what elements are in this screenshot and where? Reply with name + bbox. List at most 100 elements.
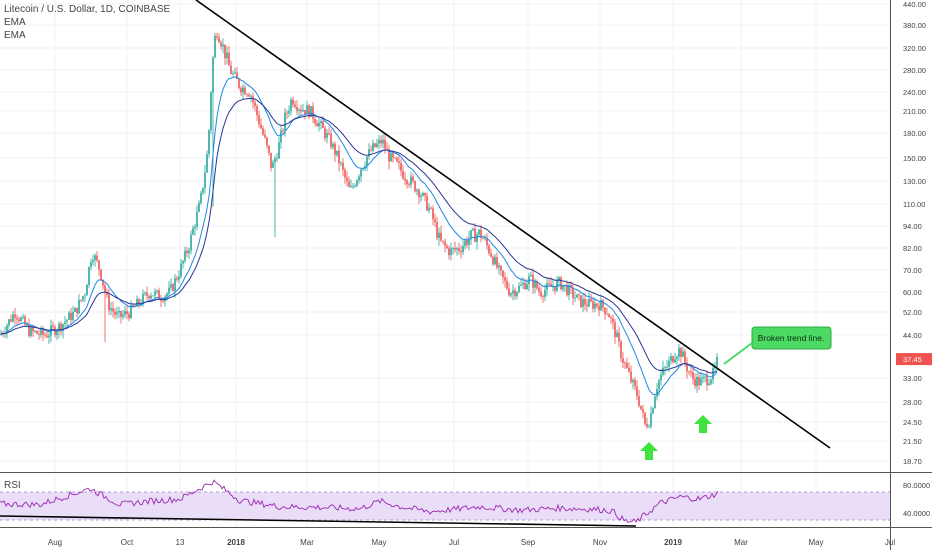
- candle-body: [312, 106, 314, 119]
- y-tick-label: 150.00: [903, 154, 926, 163]
- candle-body: [526, 284, 528, 290]
- trend-line[interactable]: [195, 0, 831, 449]
- candle-body: [482, 237, 484, 239]
- candle-body: [554, 286, 556, 291]
- candle-body: [48, 335, 50, 338]
- candle-body: [470, 230, 472, 239]
- candle-body: [154, 291, 156, 296]
- candle-body: [40, 328, 42, 335]
- candle-body: [26, 324, 28, 326]
- candle-body: [318, 123, 320, 127]
- candle-body: [706, 376, 708, 386]
- candle-body: [328, 133, 330, 134]
- candle-body: [118, 310, 120, 313]
- candle-body: [628, 367, 630, 372]
- candle-body: [136, 299, 138, 307]
- candle-body: [668, 360, 670, 367]
- candle-body: [210, 92, 212, 131]
- candle-body: [200, 192, 202, 204]
- candle-body: [680, 347, 682, 357]
- candle-body: [616, 332, 618, 338]
- candle-body: [64, 321, 66, 324]
- candle-body: [260, 124, 262, 129]
- candle-body: [686, 362, 688, 372]
- candle-body: [586, 304, 588, 307]
- y-tick-label: 60.00: [903, 288, 922, 297]
- x-tick-label: May: [371, 538, 386, 547]
- candle-body: [104, 285, 106, 293]
- candle-body: [124, 311, 126, 315]
- candle-body: [332, 143, 334, 148]
- candle-body: [626, 363, 628, 368]
- candle-body: [234, 72, 236, 74]
- y-tick-label: 380.00: [903, 21, 926, 30]
- candle-body: [662, 367, 664, 375]
- candle-body: [386, 148, 388, 150]
- candle-body: [474, 228, 476, 243]
- candle-body: [646, 423, 648, 427]
- callout-box[interactable]: [751, 326, 832, 350]
- candle-body: [490, 253, 492, 257]
- candle-body: [682, 351, 684, 357]
- candle-body: [614, 322, 616, 338]
- candle-body: [130, 304, 132, 319]
- candle-body: [262, 128, 264, 135]
- candle-body: [446, 245, 448, 249]
- candle-body: [540, 291, 542, 297]
- candle-body: [72, 311, 74, 321]
- candle-body: [698, 376, 700, 386]
- x-tick-label: Jul: [885, 538, 895, 547]
- rsi-trend-line[interactable]: [0, 515, 637, 527]
- candle-body: [454, 248, 456, 250]
- candle-body: [192, 228, 194, 235]
- candle-body: [438, 232, 440, 238]
- rsi-pane-label: RSI: [4, 480, 21, 491]
- candle-body: [300, 109, 302, 112]
- candle-body: [380, 139, 382, 144]
- candle-body: [404, 178, 406, 181]
- ema-slow-line: [1, 97, 718, 374]
- candle-body: [248, 94, 250, 97]
- candle-body: [22, 316, 24, 318]
- candle-body: [108, 294, 110, 311]
- candle-body: [254, 102, 256, 107]
- y-tick-label: 82.00: [903, 244, 922, 253]
- candle-body: [710, 379, 712, 384]
- candle-body: [400, 163, 402, 171]
- legend-title: Litecoin / U.S. Dollar, 1D, COINBASE: [4, 4, 171, 15]
- candle-body: [432, 208, 434, 220]
- candle-body: [218, 37, 220, 43]
- candle-body: [270, 152, 272, 168]
- candle-body: [44, 334, 46, 336]
- candle-body: [96, 255, 98, 261]
- candle-body: [422, 192, 424, 196]
- candle-body: [442, 240, 444, 242]
- candle-body: [562, 285, 564, 290]
- x-tick-label: Nov: [593, 538, 607, 547]
- candle-body: [576, 294, 578, 298]
- candle-body: [92, 260, 94, 263]
- y-tick-label: 180.00: [903, 129, 926, 138]
- candle-body: [472, 228, 474, 231]
- candle-body: [362, 168, 364, 170]
- candle-body: [410, 176, 412, 185]
- candle-body: [86, 285, 88, 296]
- candle-body: [228, 52, 230, 66]
- candle-body: [606, 314, 608, 315]
- y-tick-label: 21.50: [903, 437, 922, 446]
- candle-body: [294, 104, 296, 107]
- candle-body: [660, 374, 662, 381]
- candle-body: [216, 35, 218, 38]
- candle-body: [550, 283, 552, 287]
- last-price-label: 37.45: [903, 355, 922, 364]
- candle-body: [286, 112, 288, 114]
- candle-body: [168, 287, 170, 294]
- candle-body: [306, 105, 308, 115]
- candle-body: [6, 325, 8, 333]
- candle-body: [594, 303, 596, 309]
- candle-body: [536, 281, 538, 289]
- candle-body: [548, 283, 550, 285]
- candle-body: [468, 238, 470, 245]
- candle-body: [132, 304, 134, 307]
